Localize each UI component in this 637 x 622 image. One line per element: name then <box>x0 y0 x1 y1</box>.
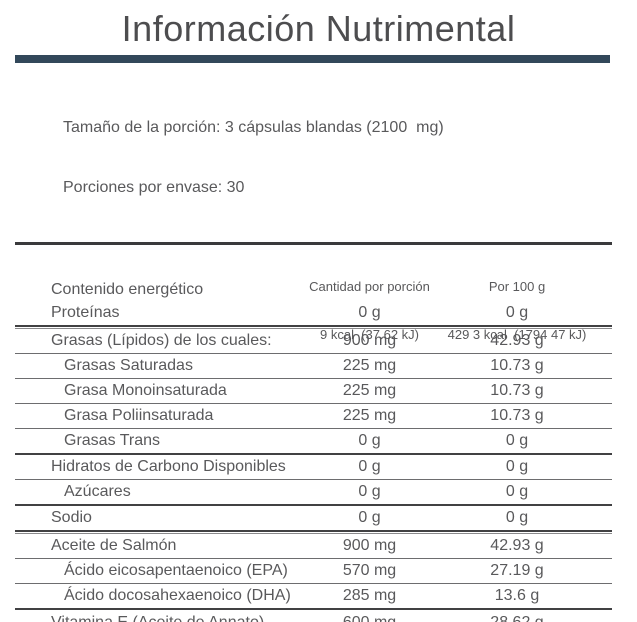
table-row: Hidratos de Carbono Disponibles 0 g 0 g <box>15 455 612 479</box>
row-label: Grasas Saturadas <box>64 357 193 374</box>
section-divider <box>15 242 612 245</box>
serving-info: Tamaño de la porción: 3 cápsulas blandas… <box>63 78 637 238</box>
value-per-100g: 13.6 g <box>494 587 540 604</box>
value-per-100g: 42.93 g <box>490 332 544 349</box>
row-divider <box>15 558 612 559</box>
row-label: Grasas Trans <box>64 432 161 449</box>
row-label: Vitamina E (Aceite de Annato) <box>15 614 292 622</box>
row-label: Sodio <box>51 509 92 526</box>
col-per-100g-energy: 429 3 kcal (1794 47 kJ) <box>447 327 587 342</box>
value-per-100g: 42.93 g <box>490 537 544 554</box>
value-per-serving: 285 mg <box>342 587 397 604</box>
table-row: Grasas Trans 0 g 0 g <box>15 429 612 453</box>
col-per-serving-title: Cantidad por porción <box>309 279 430 294</box>
row-label: Hidratos de Carbono Disponibles <box>51 458 286 475</box>
table-row: Proteínas 0 g 0 g <box>15 301 612 325</box>
section-divider <box>15 453 612 455</box>
title-accent-bar <box>15 55 610 63</box>
section-divider <box>15 504 612 506</box>
row-label: Ácido eicosapentaenoico (EPA) <box>64 562 288 579</box>
value-per-serving: 0 g <box>358 483 381 500</box>
value-per-serving: 225 mg <box>342 382 397 399</box>
value-per-100g: 10.73 g <box>490 357 544 374</box>
table-row: Vitamina E (Aceite de Annato) 600 mg 28.… <box>15 610 612 622</box>
value-per-100g: 28.62 g <box>447 614 587 622</box>
value-per-serving: 225 mg <box>342 357 397 374</box>
table-row: Ácido eicosapentaenoico (EPA) 570 mg 27.… <box>15 559 612 583</box>
row-divider <box>15 403 612 404</box>
col-per-100g-header: Por 100 g 429 3 kcal (1794 47 kJ) <box>447 247 587 375</box>
row-label: Aceite de Salmón <box>51 537 177 554</box>
col-per-100g-title: Por 100 g <box>488 279 546 294</box>
table-row: Grasa Poliinsaturada 225 mg 10.73 g <box>15 404 612 428</box>
table-row: Aceite de Salmón 900 mg 42.93 g <box>15 534 612 558</box>
value-per-serving: 600 mg <box>292 614 447 622</box>
section-divider <box>15 530 612 534</box>
table-row: Sodio 0 g 0 g <box>15 506 612 530</box>
value-per-serving: 900 mg <box>342 332 397 349</box>
row-label: Proteínas <box>51 304 120 321</box>
value-per-100g: 0 g <box>505 483 529 500</box>
row-label: Grasa Poliinsaturada <box>64 407 214 424</box>
row-label: Grasa Monoinsaturada <box>64 382 227 399</box>
value-per-serving: 0 g <box>358 458 381 475</box>
value-per-serving: 225 mg <box>342 407 397 424</box>
value-per-serving: 0 g <box>358 509 381 526</box>
table-row: Ácido docosahexaenoico (DHA) 285 mg 13.6… <box>15 584 612 608</box>
col-per-serving-header: Cantidad por porción 9 kcal (37.62 kJ) <box>292 247 447 375</box>
value-per-100g: 0 g <box>505 458 529 475</box>
serving-size: Tamaño de la porción: 3 cápsulas blandas… <box>63 119 444 136</box>
value-per-100g: 10.73 g <box>490 407 544 424</box>
row-divider <box>15 583 612 584</box>
col-per-serving-energy: 9 kcal (37.62 kJ) <box>320 327 419 342</box>
section-divider <box>15 325 612 329</box>
value-per-serving: 0 g <box>358 304 381 321</box>
table-row: Grasas (Lípidos) de los cuales: 900 mg 4… <box>15 329 612 353</box>
value-per-serving: 570 mg <box>342 562 397 579</box>
row-divider <box>15 378 612 379</box>
page-title: Información Nutrimental <box>121 8 516 49</box>
row-label: Ácido docosahexaenoico (DHA) <box>64 587 291 604</box>
value-per-100g: 0 g <box>505 432 529 449</box>
value-per-100g: 10.73 g <box>490 382 544 399</box>
value-per-100g: 0 g <box>505 304 529 321</box>
value-per-100g: 27.19 g <box>490 562 544 579</box>
value-per-serving: 900 mg <box>342 537 397 554</box>
table-row: Grasa Monoinsaturada 225 mg 10.73 g <box>15 379 612 403</box>
row-divider <box>15 353 612 354</box>
row-label: Grasas (Lípidos) de los cuales: <box>51 332 272 349</box>
servings-per-container: Porciones por envase: 30 <box>63 179 245 196</box>
section-divider <box>15 608 612 610</box>
table-header: Cantidad por porción 9 kcal (37.62 kJ) P… <box>15 245 612 342</box>
row-label: Azúcares <box>64 483 131 500</box>
value-per-100g: 0 g <box>505 509 529 526</box>
table-row: Grasas Saturadas 225 mg 10.73 g <box>15 354 612 378</box>
row-label: Contenido energético <box>51 281 204 298</box>
row-divider <box>15 479 612 480</box>
row-divider <box>15 428 612 429</box>
table-row: Azúcares 0 g 0 g <box>15 480 612 504</box>
table-row: Contenido energético <box>15 279 612 301</box>
value-per-serving: 0 g <box>358 432 381 449</box>
